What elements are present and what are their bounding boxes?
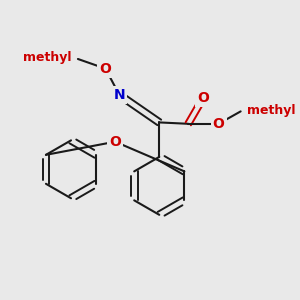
Text: O: O bbox=[109, 135, 121, 149]
Text: methyl: methyl bbox=[23, 51, 72, 64]
Text: O: O bbox=[213, 117, 224, 131]
Text: O: O bbox=[100, 61, 111, 76]
Text: O: O bbox=[197, 91, 209, 105]
Text: methyl: methyl bbox=[247, 103, 295, 116]
Text: N: N bbox=[113, 88, 125, 102]
